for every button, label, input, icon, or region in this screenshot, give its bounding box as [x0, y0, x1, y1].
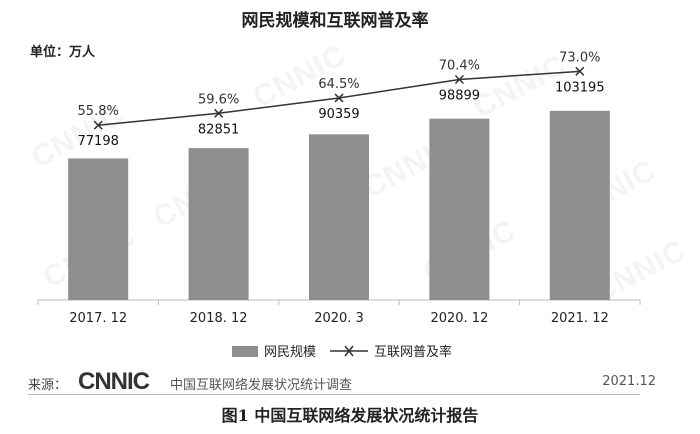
cnnic-logo: CNNIC [78, 368, 150, 395]
rate-value-label: 73.0% [559, 50, 600, 65]
bar [549, 110, 610, 300]
source-text: 中国互联网络发展状况统计调查 [170, 378, 353, 393]
chart: 网民规模和互联网普及率 单位：万人 77198 82851 90359 98899 10… [30, 10, 641, 360]
figure-caption: 图1 中国互联网络发展状况统计报告 [221, 406, 479, 425]
bar-value-label: 103195 [555, 80, 605, 95]
legend: 网民规模 互联网普及率 [232, 344, 452, 360]
rate-value-label: 70.4% [439, 58, 480, 73]
bar [429, 118, 490, 300]
source-date: 2021.12 [602, 374, 656, 389]
bar-value-label: 98899 [439, 88, 480, 103]
category-label: 2020. 3 [314, 311, 364, 326]
source-divider [28, 394, 640, 395]
bar-value-label: 77198 [78, 134, 119, 149]
bar [188, 148, 249, 300]
legend-bar-swatch [232, 346, 258, 357]
category-labels: 2017. 12 2018. 12 2020. 3 2020. 12 2021. 12 [69, 311, 608, 326]
source-row: 来源： CNNIC 中国互联网络发展状况统计调查 2021.12 [10, 368, 660, 395]
legend-bar-label: 网民规模 [264, 345, 316, 360]
bar-value-label: 90359 [318, 107, 359, 122]
rate-marker [93, 120, 103, 130]
category-label: 2021. 12 [551, 311, 609, 326]
rate-value-labels: 55.8% 59.6% 64.5% 70.4% 73.0% [78, 50, 601, 119]
rate-value-label: 64.5% [318, 77, 359, 92]
source-label: 来源： [28, 378, 68, 393]
chart-title: 网民规模和互联网普及率 [242, 10, 429, 31]
rate-marker [454, 74, 464, 85]
unit-label: 单位：万人 [30, 44, 96, 60]
legend-x-icon [344, 345, 354, 357]
rate-marker [575, 66, 585, 76]
category-label: 2018. 12 [190, 311, 248, 326]
category-label: 2017. 12 [69, 311, 127, 326]
bar [68, 158, 129, 300]
bar-value-label: 82851 [198, 122, 239, 137]
rate-markers [93, 66, 585, 130]
rate-value-label: 55.8% [78, 104, 119, 119]
bar-value-labels: 77198 82851 90359 98899 103195 [78, 80, 605, 149]
rate-value-label: 59.6% [198, 92, 239, 107]
legend-line-label: 互联网普及率 [374, 344, 452, 360]
bars [68, 110, 610, 300]
rate-marker [214, 108, 224, 118]
rate-marker [334, 93, 344, 103]
bar [309, 134, 369, 300]
x-ticks [37, 300, 641, 305]
category-label: 2020. 12 [430, 311, 488, 326]
